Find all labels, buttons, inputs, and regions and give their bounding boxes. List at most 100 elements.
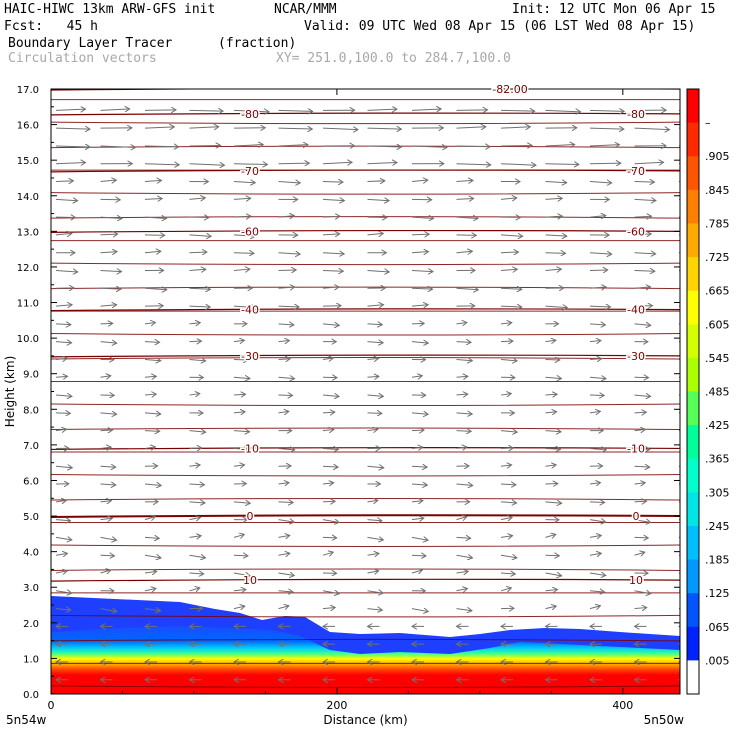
- vector-arrow: [545, 606, 557, 609]
- vector-arrow: [322, 608, 335, 609]
- vector-arrow: [144, 164, 179, 165]
- contour-label: -30: [241, 350, 259, 363]
- contour-label: -40: [627, 304, 645, 317]
- contour-label: -40: [241, 304, 259, 317]
- vector-arrow: [233, 412, 245, 413]
- vector-arrow: [634, 483, 646, 484]
- vector-arrow: [589, 110, 624, 111]
- y-tick-label: 14.0: [17, 192, 39, 203]
- vector-arrow: [411, 609, 428, 612]
- contour-line: [51, 121, 680, 125]
- vector-arrow: [144, 609, 160, 611]
- contour-line-labeled: [51, 447, 680, 451]
- vectors-label: Circulation vectors: [8, 51, 157, 66]
- vector-arrow: [278, 182, 301, 183]
- vector-arrow: [589, 553, 601, 555]
- contour-label: 10: [629, 574, 643, 587]
- vector-arrow: [100, 217, 122, 218]
- vector-arrow: [55, 305, 72, 306]
- vector-arrow: [278, 483, 289, 484]
- contour-label: 0: [633, 510, 640, 523]
- y-tick-label: 0.0: [23, 690, 39, 701]
- vector-arrow: [233, 465, 245, 466]
- vector-arrow: [545, 269, 562, 270]
- vector-arrow: [55, 537, 72, 540]
- contour-line-labeled: [51, 169, 680, 173]
- vector-arrow: [55, 520, 70, 521]
- colorbar-frame: [686, 88, 700, 695]
- colorbar-label: .545: [705, 352, 730, 365]
- vector-arrow: [144, 571, 157, 573]
- y-tick-label: 16.0: [17, 121, 39, 132]
- axes: 0.0 1.0 2.0 3.0 4.0 5.0 6.0 7.0 8.0 9.0 10.0 11.0 12…: [3, 85, 684, 727]
- vector-arrow: [278, 448, 295, 449]
- vector-arrow: [189, 127, 219, 128]
- vector-arrow: [278, 216, 295, 217]
- vector-arrow: [55, 181, 73, 182]
- contour-label: -30: [627, 350, 645, 363]
- vector-arrow: [411, 217, 434, 218]
- y-tick-label: 13.0: [17, 227, 39, 238]
- vector-arrow: [589, 502, 605, 503]
- contour-line: [51, 427, 680, 431]
- vector-arrow: [589, 411, 600, 412]
- contour-label: 10: [243, 574, 257, 587]
- vector-arrow: [322, 324, 339, 325]
- vector-arrow: [278, 253, 301, 254]
- vector-arrow: [55, 128, 90, 129]
- vector-arrow: [55, 342, 72, 343]
- vector-arrow: [589, 270, 608, 271]
- vector-arrow: [411, 447, 423, 448]
- vector-arrow: [456, 198, 474, 199]
- contour-line: [51, 497, 680, 501]
- vector-arrow: [189, 394, 200, 395]
- vector-arrow: [367, 163, 398, 164]
- vector-arrow: [233, 235, 255, 236]
- vector-arrow: [367, 146, 402, 147]
- vector-arrow: [589, 163, 621, 164]
- contour-line: [51, 357, 680, 360]
- vector-arrow: [500, 588, 511, 591]
- vector-arrow: [500, 127, 530, 128]
- contour-line: [51, 145, 680, 149]
- colorbar-swatch: [687, 425, 699, 460]
- vector-arrow: [55, 109, 85, 110]
- x-endpoint-left: 5n54w: [6, 713, 47, 727]
- vector-arrow: [500, 431, 517, 432]
- vector-arrow: [634, 552, 645, 555]
- vector-arrow: [233, 606, 245, 608]
- contour-label: -10: [241, 442, 259, 455]
- vector-arrow: [545, 359, 560, 360]
- colorbar-swatch: [687, 559, 699, 594]
- vector-arrow: [634, 501, 647, 502]
- vector-arrow: [55, 395, 72, 396]
- vector-arrow: [322, 162, 352, 163]
- vector-arrow: [144, 322, 155, 323]
- vector-arrow: [322, 234, 340, 235]
- vector-arrow: [189, 164, 225, 165]
- vector-arrow: [545, 534, 556, 537]
- vector-arrow: [278, 606, 289, 609]
- vector-arrow: [189, 588, 200, 591]
- vector-arrow: [500, 484, 516, 485]
- vector-arrow: [233, 340, 244, 341]
- vector-arrow: [189, 484, 205, 485]
- contour-line: [51, 614, 680, 618]
- vector-arrow: [189, 431, 206, 432]
- contour-line-labeled: [51, 514, 680, 519]
- vector-arrow: [411, 413, 428, 414]
- vector-arrow: [634, 253, 656, 254]
- vector-arrow: [367, 305, 384, 306]
- vector-arrow: [55, 591, 72, 593]
- vector-arrow: [322, 448, 338, 449]
- vector-arrow: [545, 394, 558, 395]
- vector-arrow: [545, 465, 557, 466]
- colorbar-label: .605: [705, 318, 730, 331]
- vector-arrow: [144, 180, 162, 181]
- vector-arrow: [100, 288, 121, 289]
- vector-arrow: [589, 359, 602, 360]
- y-tick-label: 3.0: [23, 583, 39, 594]
- vector-arrow: [322, 287, 339, 288]
- colorbar-label: .665: [705, 285, 730, 298]
- vector-arrow: [278, 270, 297, 271]
